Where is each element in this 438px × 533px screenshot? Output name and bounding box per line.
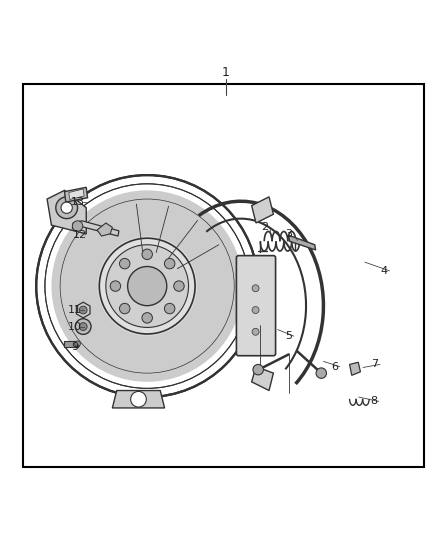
Polygon shape [252, 197, 273, 223]
Circle shape [252, 328, 259, 335]
Circle shape [61, 202, 72, 213]
Circle shape [174, 281, 184, 292]
Text: 5: 5 [285, 331, 292, 341]
Polygon shape [72, 221, 119, 236]
Bar [23, 84, 424, 467]
Circle shape [142, 313, 152, 323]
Circle shape [97, 236, 197, 336]
Text: 13: 13 [71, 197, 85, 207]
Circle shape [75, 341, 81, 346]
Polygon shape [252, 367, 273, 391]
Circle shape [106, 245, 188, 327]
Circle shape [72, 221, 83, 231]
Text: 8: 8 [370, 397, 377, 407]
FancyBboxPatch shape [237, 256, 276, 356]
Circle shape [253, 365, 263, 375]
Text: 1: 1 [222, 66, 230, 79]
Polygon shape [47, 190, 86, 234]
Text: 9: 9 [71, 342, 78, 352]
Circle shape [51, 190, 243, 382]
Circle shape [79, 322, 87, 330]
Circle shape [75, 319, 91, 334]
Text: 11: 11 [67, 305, 81, 315]
Polygon shape [289, 235, 316, 250]
Text: 12: 12 [73, 230, 87, 240]
Circle shape [252, 285, 259, 292]
Circle shape [110, 281, 120, 292]
Circle shape [127, 266, 167, 305]
Circle shape [56, 197, 78, 219]
Text: 3: 3 [285, 229, 292, 239]
Circle shape [99, 238, 195, 334]
Polygon shape [76, 302, 90, 318]
Text: 4: 4 [381, 266, 388, 276]
Circle shape [131, 391, 146, 407]
Polygon shape [350, 362, 360, 375]
Text: 7: 7 [371, 359, 378, 369]
Circle shape [120, 259, 130, 269]
Circle shape [316, 368, 326, 378]
Text: 2: 2 [261, 222, 268, 232]
Circle shape [252, 306, 259, 313]
Polygon shape [64, 187, 88, 202]
Circle shape [164, 303, 175, 314]
Polygon shape [113, 391, 165, 408]
Polygon shape [97, 223, 113, 236]
Text: 10: 10 [67, 321, 81, 332]
Bar [64, 341, 78, 346]
Text: 6: 6 [331, 361, 338, 372]
Circle shape [120, 303, 130, 314]
Circle shape [164, 259, 175, 269]
Polygon shape [69, 189, 84, 199]
Circle shape [79, 306, 87, 314]
Circle shape [142, 249, 152, 260]
